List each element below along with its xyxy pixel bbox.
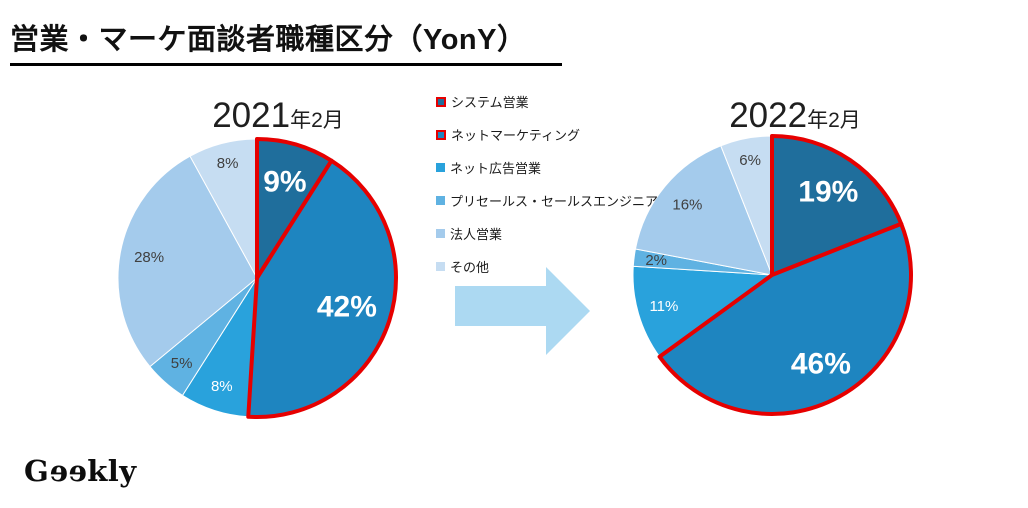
legend-marker-icon xyxy=(436,196,445,205)
pie-slice-label: 5% xyxy=(171,355,193,372)
legend-item-label: ネットマーケティング xyxy=(451,128,580,143)
pie-slice xyxy=(632,265,774,358)
pie-slice xyxy=(770,134,904,277)
pie-slice-label: 19% xyxy=(798,176,858,209)
pie-slice xyxy=(246,158,398,420)
legend-item-system-sales: システム営業 xyxy=(436,92,658,111)
legend-item-corporate-sales: 法人営業 xyxy=(436,224,658,243)
chart-title-suffix: 年2月 xyxy=(290,109,344,132)
pie-slice-label: 6% xyxy=(739,152,761,169)
legend-item-label: システム営業 xyxy=(451,95,529,110)
pie-chart-2022: 19% 46% 11% 2% 16% 6% xyxy=(632,134,913,416)
legend-item-label: プリセールス・セールスエンジニア xyxy=(450,194,659,209)
legend-marker-icon xyxy=(436,163,445,172)
pie-slice xyxy=(657,221,913,416)
legend-marker-icon xyxy=(436,229,445,238)
chart-title-suffix: 年2月 xyxy=(807,109,861,132)
legend-item-other: その他 xyxy=(436,257,658,276)
chart-title-2022: 2022年2月 xyxy=(645,96,945,136)
legend-item-presales-engineer: プリセールス・セールスエンジニア xyxy=(436,191,658,210)
legend-marker-icon xyxy=(436,129,446,140)
legend-marker-icon xyxy=(436,96,446,107)
legend-item-net-ad-sales: ネット広告営業 xyxy=(436,158,658,177)
pie-slice-label: 11% xyxy=(649,298,678,315)
legend-item-label: 法人営業 xyxy=(450,227,503,242)
logo-letters-ee: ee xyxy=(49,454,88,488)
legend-item-label: その他 xyxy=(450,260,490,275)
pie-slice-label: 28% xyxy=(134,249,164,266)
pie-slice xyxy=(634,145,773,276)
chart-title-year: 2022 xyxy=(729,96,808,135)
legend-item-net-marketing: ネットマーケティング xyxy=(436,125,658,144)
legend: システム営業 ネットマーケティング ネット広告営業 プリセールス・セールスエンジ… xyxy=(436,92,658,290)
pie-slice-label: 46% xyxy=(791,347,851,380)
geekly-logo: Geekly xyxy=(24,454,137,488)
page-title: 営業・マーケ面談者職種区分（YonY） xyxy=(10,16,563,66)
legend-item-label: ネット広告営業 xyxy=(450,161,542,176)
pie-chart-2021: 9% 42% 8% 5% 28% 8% xyxy=(117,137,398,420)
pie-slice-label: 8% xyxy=(211,378,233,395)
pie-slice-label: 9% xyxy=(263,165,306,198)
pie-slice-label: 2% xyxy=(645,252,667,269)
pie-slice-label: 42% xyxy=(317,291,377,324)
logo-letter-g: G xyxy=(24,454,50,488)
pie-slice xyxy=(117,155,258,368)
chart-title-year: 2021 xyxy=(212,96,291,135)
pie-slice-label: 16% xyxy=(672,197,702,214)
legend-marker-icon xyxy=(436,262,445,271)
chart-title-2021: 2021年2月 xyxy=(128,96,428,136)
yoy-arrow-icon xyxy=(455,267,590,355)
pie-slice-label: 8% xyxy=(217,155,239,172)
logo-letters-kly: kly xyxy=(87,454,137,488)
